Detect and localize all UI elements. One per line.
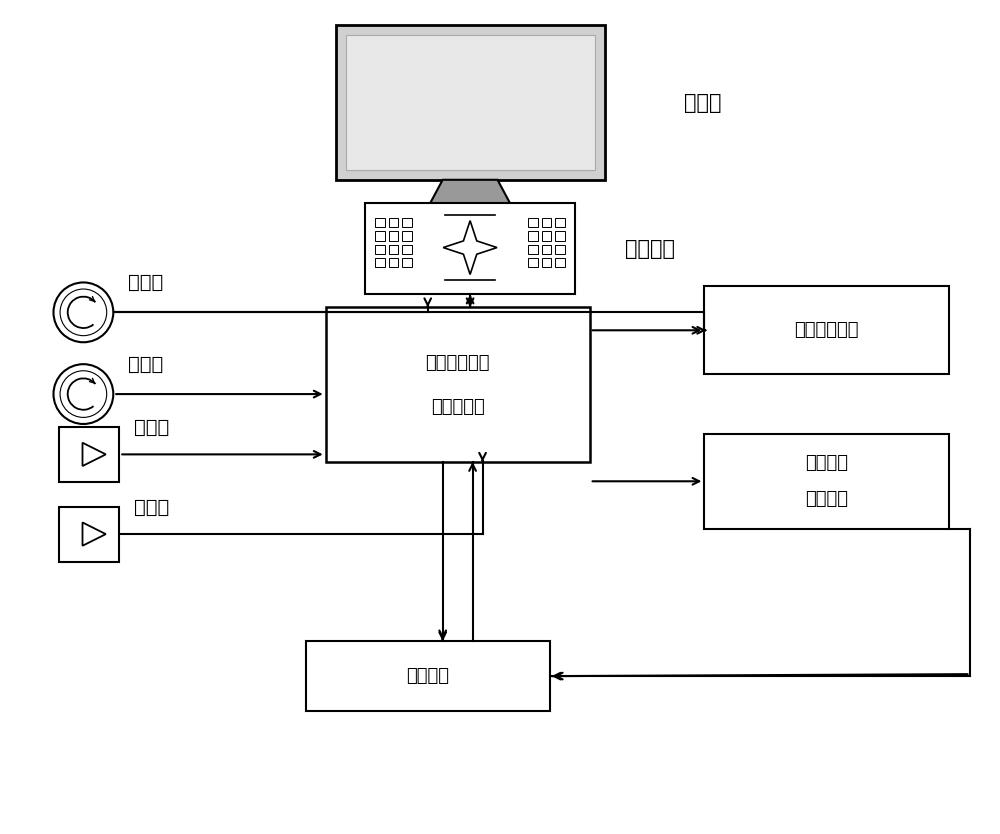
Bar <box>306 641 550 711</box>
Polygon shape <box>400 208 540 229</box>
Bar <box>59 427 119 482</box>
Text: 扫描头: 扫描头 <box>134 498 169 517</box>
Circle shape <box>60 289 107 335</box>
Circle shape <box>53 364 113 424</box>
Bar <box>555 231 565 240</box>
Text: 驱动单元: 驱动单元 <box>805 490 848 508</box>
Bar <box>542 231 551 240</box>
Bar <box>402 231 412 240</box>
Bar <box>389 218 398 227</box>
Bar <box>528 258 538 268</box>
Bar <box>375 218 385 227</box>
Text: 编码器: 编码器 <box>128 273 163 292</box>
Text: 编码器: 编码器 <box>128 354 163 374</box>
Bar <box>704 434 949 529</box>
Polygon shape <box>82 522 106 545</box>
Text: 扫描头: 扫描头 <box>134 418 169 437</box>
Bar <box>555 244 565 254</box>
Text: 显示器: 显示器 <box>684 93 722 113</box>
Bar <box>336 25 605 180</box>
Bar <box>389 244 398 254</box>
Bar <box>389 258 398 268</box>
Text: 伺服控制单元: 伺服控制单元 <box>794 321 859 339</box>
Bar <box>389 231 398 240</box>
Bar <box>402 218 412 227</box>
Bar <box>365 203 575 294</box>
Polygon shape <box>443 221 497 274</box>
Polygon shape <box>428 180 512 208</box>
Bar <box>555 258 565 268</box>
Circle shape <box>53 283 113 342</box>
Text: 操作键盘: 操作键盘 <box>625 239 675 259</box>
Bar <box>528 244 538 254</box>
Bar <box>542 244 551 254</box>
Bar <box>59 507 119 561</box>
Text: 计算机控制: 计算机控制 <box>431 398 485 415</box>
Bar <box>542 258 551 268</box>
Polygon shape <box>82 443 106 466</box>
Bar <box>542 218 551 227</box>
Bar <box>528 231 538 240</box>
Bar <box>375 244 385 254</box>
Bar <box>375 231 385 240</box>
Bar <box>704 286 949 374</box>
Circle shape <box>60 371 107 417</box>
Text: 伺服电机: 伺服电机 <box>805 455 848 472</box>
Text: 测量计数器及: 测量计数器及 <box>425 354 490 372</box>
Bar <box>402 244 412 254</box>
Bar <box>375 258 385 268</box>
Bar <box>326 308 590 462</box>
Bar <box>402 258 412 268</box>
Bar <box>528 218 538 227</box>
Bar <box>555 218 565 227</box>
Bar <box>346 35 595 170</box>
Text: 伺服电机: 伺服电机 <box>406 667 449 686</box>
